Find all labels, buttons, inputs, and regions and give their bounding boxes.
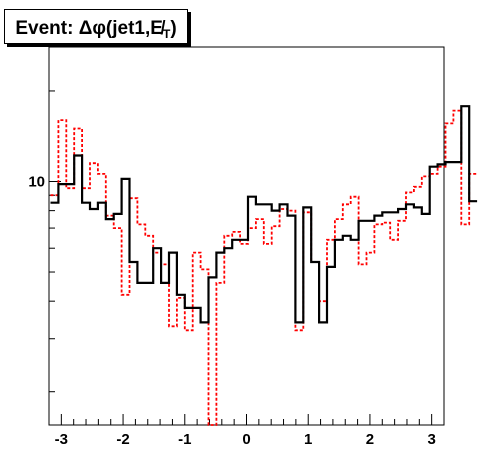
chart-title-close: ) <box>170 18 177 39</box>
chart-title-box: Event: Δφ(jet1,E̸T) <box>4 9 188 44</box>
axis-ticks <box>48 90 445 425</box>
histogram-solid-series <box>50 105 478 324</box>
x-tick-label: 2 <box>366 431 374 448</box>
chart-title-subscript: T <box>162 27 171 41</box>
chart-title: Event: Δφ(jet1,E̸T) <box>5 18 187 41</box>
x-tick-label: 3 <box>427 431 435 448</box>
x-tick-label: -2 <box>116 431 129 448</box>
x-tick-label: 0 <box>242 431 250 448</box>
chart-title-main: Event: Δφ(jet1,E̸ <box>15 18 163 39</box>
histogram-dashed-series <box>50 109 478 426</box>
x-tick-label: 1 <box>304 431 312 448</box>
histogram-series <box>50 105 478 426</box>
x-tick-label: -1 <box>178 431 191 448</box>
y-tick-label: 10 <box>28 173 45 190</box>
x-tick-label: -3 <box>55 431 68 448</box>
tick-labels: -3 -2 -1 0 1 2 3 10 <box>28 173 436 448</box>
plot-frame <box>48 46 445 426</box>
